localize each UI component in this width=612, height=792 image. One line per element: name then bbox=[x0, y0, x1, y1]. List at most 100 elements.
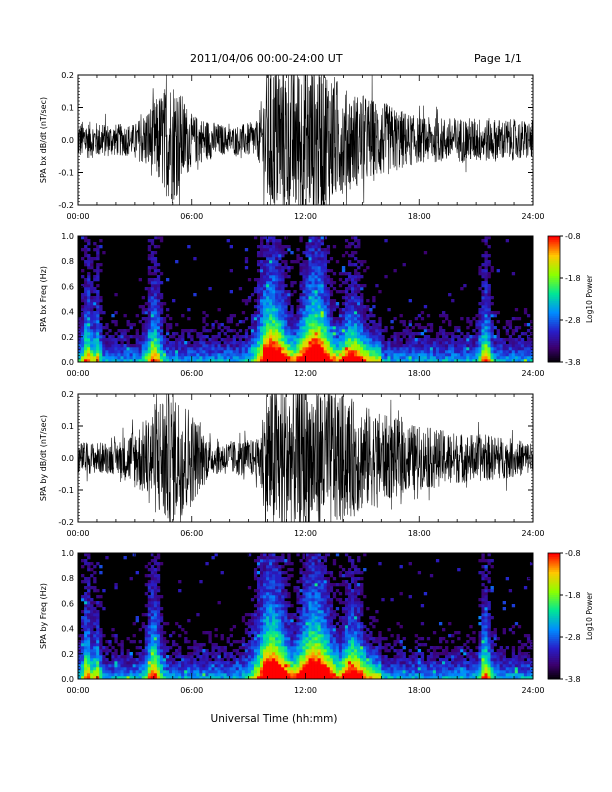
spectrogram-cell bbox=[351, 359, 355, 363]
spectrogram-cell bbox=[90, 655, 94, 659]
spectrogram-cell bbox=[263, 341, 267, 345]
spectrogram-cell bbox=[102, 673, 106, 677]
spectrogram-cell bbox=[369, 308, 373, 312]
spectrogram-cell bbox=[238, 341, 243, 345]
spectrogram-cell bbox=[108, 643, 112, 647]
spectrogram-cell bbox=[360, 332, 364, 336]
spectrogram-cell bbox=[211, 676, 215, 680]
spectrogram-cell bbox=[299, 332, 303, 336]
spectrogram-cell bbox=[238, 655, 243, 659]
spectrogram-cell bbox=[278, 317, 282, 321]
spectrogram-cell bbox=[96, 350, 100, 354]
spectrogram-cell bbox=[493, 314, 497, 318]
spectrogram-cell bbox=[378, 356, 382, 360]
spectrogram-cell bbox=[247, 655, 252, 659]
spectrogram-cell bbox=[141, 341, 146, 345]
spectrogram-cell bbox=[260, 565, 264, 569]
spectrogram-cell bbox=[475, 314, 479, 318]
spectrogram-cell bbox=[272, 640, 276, 644]
colorbar-segment bbox=[548, 242, 560, 245]
spectrogram-cell bbox=[293, 643, 297, 647]
spectrogram-cell bbox=[384, 341, 388, 345]
spectrogram-cell bbox=[332, 344, 337, 348]
spectrogram-cell bbox=[144, 664, 149, 668]
spectrogram-cell bbox=[329, 281, 334, 285]
spectrogram-cell bbox=[493, 344, 497, 348]
spectrogram-cell bbox=[159, 658, 164, 662]
spectrogram-cell bbox=[314, 287, 318, 291]
spectrogram-cell bbox=[460, 347, 464, 351]
spectrogram-cell bbox=[84, 323, 88, 327]
spectrogram-cell bbox=[372, 299, 376, 303]
spectrogram-cell bbox=[299, 311, 303, 315]
spectrogram-cell bbox=[162, 664, 167, 668]
spectrogram-cell bbox=[269, 607, 273, 611]
spectrogram-cell bbox=[469, 350, 473, 354]
spectrogram-cell bbox=[287, 559, 291, 563]
spectrogram-cell bbox=[502, 356, 506, 360]
spectrogram-cell bbox=[81, 658, 85, 662]
spectrogram-cell bbox=[314, 257, 318, 261]
spectrogram-cell bbox=[229, 341, 233, 345]
spectrogram-cell bbox=[357, 311, 361, 315]
spectrogram-cell bbox=[493, 335, 497, 339]
spectrogram-cell bbox=[332, 317, 337, 321]
spectrogram-cell bbox=[314, 335, 318, 339]
spectrogram-cell bbox=[281, 616, 285, 620]
spectrogram-cell bbox=[260, 601, 264, 605]
spectrogram-cell bbox=[208, 640, 212, 644]
spectrogram-cell bbox=[326, 245, 331, 249]
spectrogram-cell bbox=[263, 290, 267, 294]
spectrogram-cell bbox=[87, 634, 91, 638]
y-tick-label: 0.1 bbox=[61, 422, 74, 431]
spectrogram-cell bbox=[114, 673, 118, 677]
spectrogram-cell bbox=[244, 631, 249, 635]
spectrogram-cell bbox=[141, 344, 146, 348]
spectrogram-cell bbox=[178, 341, 182, 345]
colorbar-tick-label: -3.8 bbox=[565, 358, 581, 367]
spectrogram-cell bbox=[263, 643, 267, 647]
spectrogram-cell bbox=[202, 335, 206, 339]
spectrogram-cell bbox=[311, 242, 315, 246]
spectrogram-cell bbox=[87, 583, 91, 587]
spectrogram-cell bbox=[153, 619, 158, 623]
spectrogram-cell bbox=[320, 236, 324, 240]
spectrogram-cell bbox=[87, 619, 91, 623]
spectrogram-cell bbox=[90, 604, 94, 608]
spectrogram-cell bbox=[193, 670, 197, 674]
spectrogram-cell bbox=[287, 275, 291, 279]
y-tick-label: -0.1 bbox=[58, 486, 74, 495]
spectrogram-cell bbox=[460, 338, 464, 342]
spectrogram-cell bbox=[263, 236, 267, 240]
spectrogram-cell bbox=[263, 670, 267, 674]
spectrogram-cell bbox=[108, 335, 112, 339]
spectrogram-cell bbox=[396, 335, 400, 339]
spectrogram-cell bbox=[187, 344, 191, 348]
spectrogram-cell bbox=[147, 266, 152, 270]
spectrogram-cell bbox=[108, 359, 112, 363]
spectrogram-cell bbox=[266, 326, 270, 330]
spectrogram-cell bbox=[317, 281, 321, 285]
spectrogram-cell bbox=[338, 320, 343, 324]
spectrogram-cell bbox=[332, 281, 337, 285]
spectrogram-cell bbox=[284, 661, 288, 665]
spectrogram-cell bbox=[293, 320, 297, 324]
spectrogram-cell bbox=[508, 353, 513, 357]
spectrogram-cell bbox=[299, 266, 303, 270]
spectrogram-cell bbox=[253, 616, 258, 620]
spectrogram-cell bbox=[150, 616, 155, 620]
spectrogram-cell bbox=[256, 589, 261, 593]
spectrogram-cell bbox=[150, 278, 155, 282]
spectrogram-cell bbox=[253, 320, 258, 324]
spectrogram-cell bbox=[153, 658, 158, 662]
spectrogram-cell bbox=[357, 332, 361, 336]
spectrogram-cell bbox=[299, 338, 303, 342]
spectrogram-cell bbox=[84, 658, 88, 662]
spectrogram-cell bbox=[302, 251, 306, 255]
spectrogram-cell bbox=[505, 338, 510, 342]
spectrogram-cell bbox=[329, 326, 334, 330]
y-tick-label: 0.4 bbox=[61, 308, 74, 317]
spectrogram-cell bbox=[78, 356, 82, 360]
spectrogram-cell bbox=[123, 344, 127, 348]
spectrogram-cell bbox=[114, 637, 118, 641]
